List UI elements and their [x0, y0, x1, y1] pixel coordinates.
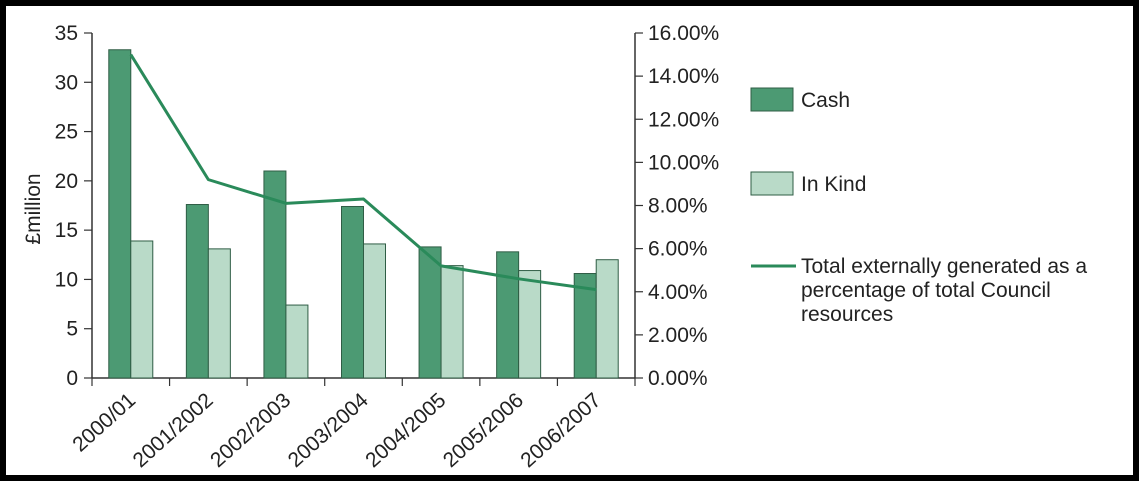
bar-in-kind [518, 270, 542, 379]
bar-cash [108, 49, 132, 379]
x-tick-label: 2002/2003 [206, 389, 295, 473]
x-tick-label: 2003/2004 [284, 388, 373, 472]
legend-label-line-2: percentage of total Council [801, 279, 1051, 302]
bar-in-kind [207, 248, 231, 379]
y-tick-label-left: 30 [55, 71, 78, 94]
bar-in-kind [595, 259, 619, 379]
y-tick-label-left: 15 [55, 219, 78, 242]
combo-chart: 0 5 10 15 20 25 30 35 0.00% 2.00% 4.00% 6.00% 8.00% 1… [22, 22, 1087, 473]
chart-frame: 0 5 10 15 20 25 30 35 0.00% 2.00% 4.00% 6.00% 8.00% 1… [6, 6, 1133, 475]
bar-in-kind [285, 304, 309, 379]
y-tick-label-left: 35 [55, 22, 78, 45]
legend-label-inkind: In Kind [801, 173, 866, 196]
legend-swatch-cash [750, 87, 794, 112]
bar-cash [263, 170, 287, 379]
bar-in-kind [130, 240, 154, 379]
x-tick-label: 2000/01 [68, 389, 140, 457]
legend-label-line-1: Total externally generated as a [801, 255, 1087, 278]
y-tick-label-right: 16.00% [648, 22, 719, 45]
bar-cash [418, 246, 442, 379]
x-tick-label: 2004/2005 [361, 389, 450, 473]
y-tick-label-right: 0.00% [648, 367, 708, 390]
y-tick-label-left: 25 [55, 121, 78, 144]
y-tick-label-right: 10.00% [648, 151, 719, 174]
y-tick-label-right: 4.00% [648, 281, 708, 304]
bar-in-kind [363, 243, 386, 379]
bar-cash [341, 205, 364, 379]
legend-label-line-3: resources [801, 303, 893, 326]
y-tick-label-right: 2.00% [648, 324, 708, 347]
bar-cash [185, 204, 209, 379]
legend-label-cash: Cash [801, 89, 850, 112]
y-tick-label-left: 5 [66, 318, 78, 341]
x-tick-label: 2001/2002 [129, 389, 218, 473]
y-tick-label-right: 8.00% [648, 195, 708, 218]
bar-cash [496, 251, 520, 379]
bar-in-kind [440, 265, 464, 379]
y-tick-label-right: 14.00% [648, 65, 719, 88]
y-tick-label-left: 10 [55, 268, 78, 291]
x-tick-label: 2006/2007 [516, 389, 605, 473]
y-axis-label: £million [22, 173, 45, 244]
x-tick-label: 2005/2006 [439, 389, 528, 473]
y-tick-label-right: 12.00% [648, 108, 719, 131]
y-tick-label-right: 6.00% [648, 238, 708, 261]
y-tick-label-left: 20 [55, 170, 78, 193]
y-tick-label-left: 0 [66, 367, 78, 390]
legend-swatch-inkind [750, 171, 794, 196]
